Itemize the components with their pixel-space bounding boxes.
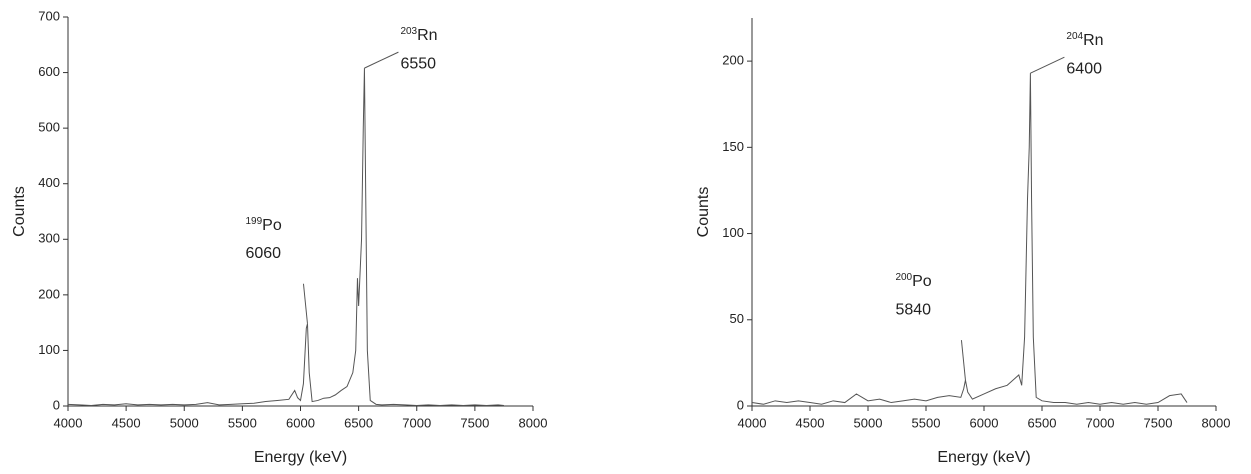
isotope-element: Po: [912, 273, 932, 290]
annotation-energy: 6400: [1066, 60, 1102, 77]
isotope-element: Rn: [1083, 32, 1103, 49]
y-tick-label: 200: [722, 53, 744, 68]
y-tick-label: 50: [730, 311, 744, 326]
y-tick-label: 0: [737, 397, 744, 412]
x-tick-label: 5500: [912, 415, 941, 430]
annotation-isotope: 204Rn: [1066, 31, 1103, 50]
y-tick-label: 100: [722, 225, 744, 240]
y-tick-label: 100: [38, 342, 60, 357]
y-tick-label: 150: [722, 139, 744, 154]
spectrum-line: [751, 73, 1188, 405]
x-tick-label: 6500: [344, 415, 373, 430]
x-tick-label: 4500: [796, 415, 825, 430]
y-tick-label: 500: [38, 120, 60, 135]
y-tick-label: 700: [38, 8, 60, 23]
x-tick-label: 7500: [1144, 415, 1173, 430]
annotation-isotope: 199Po: [245, 215, 281, 234]
x-tick-label: 4000: [738, 415, 767, 430]
chart-panel: 0 50 100 150 200 4000 4500 5000 5500 6000 6500 7000…: [695, 18, 1230, 466]
isotope-element: Po: [262, 217, 282, 234]
annotation-leader: [364, 51, 399, 69]
x-axis-label: Energy (keV): [254, 449, 347, 466]
isotope-mass: 200: [895, 272, 912, 283]
x-tick-label: 6000: [970, 415, 999, 430]
x-tick-label: 7000: [402, 415, 431, 430]
isotope-mass: 199: [245, 215, 262, 226]
annotation-leader: [302, 283, 308, 324]
x-tick-label: 5000: [854, 415, 883, 430]
spectrum-line: [67, 68, 504, 406]
annotation-leader: [960, 340, 966, 381]
y-tick-label: 0: [53, 397, 60, 412]
x-tick-label: 6500: [1028, 415, 1057, 430]
annotation-energy: 6060: [245, 245, 281, 262]
x-axis-label: Energy (keV): [937, 449, 1030, 466]
y-tick-label: 400: [38, 175, 60, 190]
x-tick-label: 4000: [54, 415, 83, 430]
x-tick-label: 7500: [460, 415, 489, 430]
y-tick-label: 300: [38, 231, 60, 246]
x-tick-label: 6000: [286, 415, 315, 430]
y-tick-label: 200: [38, 286, 60, 301]
isotope-mass: 204: [1066, 31, 1083, 42]
annotation-leader: [1030, 56, 1065, 74]
annotation-isotope: 203Rn: [400, 26, 437, 45]
x-tick-label: 5500: [228, 415, 257, 430]
y-axis-label: Counts: [11, 186, 28, 237]
x-tick-label: 4500: [112, 415, 141, 430]
y-axis-label: Counts: [695, 187, 712, 238]
x-tick-label: 8000: [519, 415, 548, 430]
y-tick-label: 600: [38, 64, 60, 79]
chart-panel: 0 100 200 300 400 500 600 700 4000 4500 5000 5500 60…: [11, 8, 547, 466]
annotation-energy: 5840: [895, 301, 931, 318]
x-tick-label: 5000: [170, 415, 199, 430]
annotation-isotope: 200Po: [895, 272, 931, 291]
x-tick-label: 7000: [1086, 415, 1115, 430]
x-tick-label: 8000: [1202, 415, 1231, 430]
annotation-energy: 6550: [400, 55, 436, 72]
isotope-mass: 203: [400, 26, 417, 37]
isotope-element: Rn: [417, 27, 437, 44]
